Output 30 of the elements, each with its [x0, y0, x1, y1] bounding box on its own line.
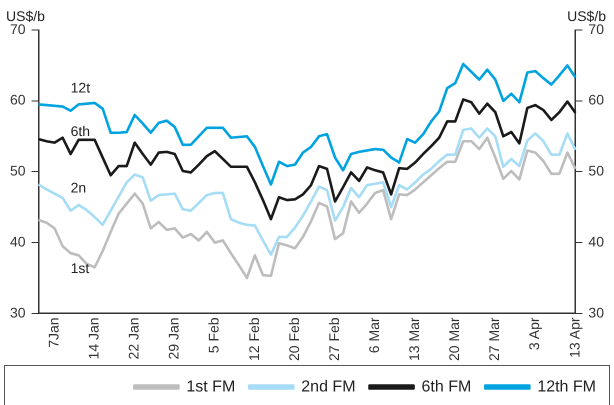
y-tick-label: 50 — [10, 162, 26, 179]
legend-label: 6th FM — [422, 378, 472, 396]
x-tick-label: 29 Jan — [166, 317, 182, 360]
x-tick-label: 5 Feb — [206, 317, 222, 354]
annotation: 2n — [70, 180, 86, 196]
y2-tick-label: 30 — [588, 304, 604, 320]
x-tick-label: 13 Mar — [406, 317, 422, 361]
y2-tick-label: 60 — [588, 92, 604, 108]
y-tick-label: 30 — [10, 304, 26, 320]
x-tick-label: 22 Jan — [126, 317, 142, 360]
y-tick-label: 60 — [10, 92, 26, 108]
x-tick-label: 14 Jan — [86, 317, 102, 360]
y2-tick-label: 50 — [588, 162, 604, 179]
y2-tick-label: 40 — [588, 233, 604, 250]
x-tick-label: 12 Feb — [246, 317, 262, 362]
annotation: 12t — [70, 80, 90, 96]
annotation: 1st — [70, 260, 90, 276]
x-tick-label: 27 Feb — [326, 317, 342, 362]
legend-label: 1st FM — [186, 378, 236, 396]
x-tick-label: 6 Mar — [366, 317, 382, 354]
annotation: 6th — [70, 122, 90, 139]
x-tick-label: 20 Feb — [286, 317, 302, 362]
legend-label: 12th FM — [537, 378, 596, 396]
x-tick-label: 7Jan — [45, 317, 62, 348]
x-tick-label: 20 Mar — [446, 317, 462, 361]
y-tick-label: 40 — [10, 233, 26, 250]
legend-label: 2nd FM — [301, 378, 356, 396]
x-tick-label: 13 Apr — [566, 317, 582, 358]
x-tick-label: 27 Mar — [486, 317, 502, 361]
x-tick-label: 3 Apr — [526, 317, 542, 350]
